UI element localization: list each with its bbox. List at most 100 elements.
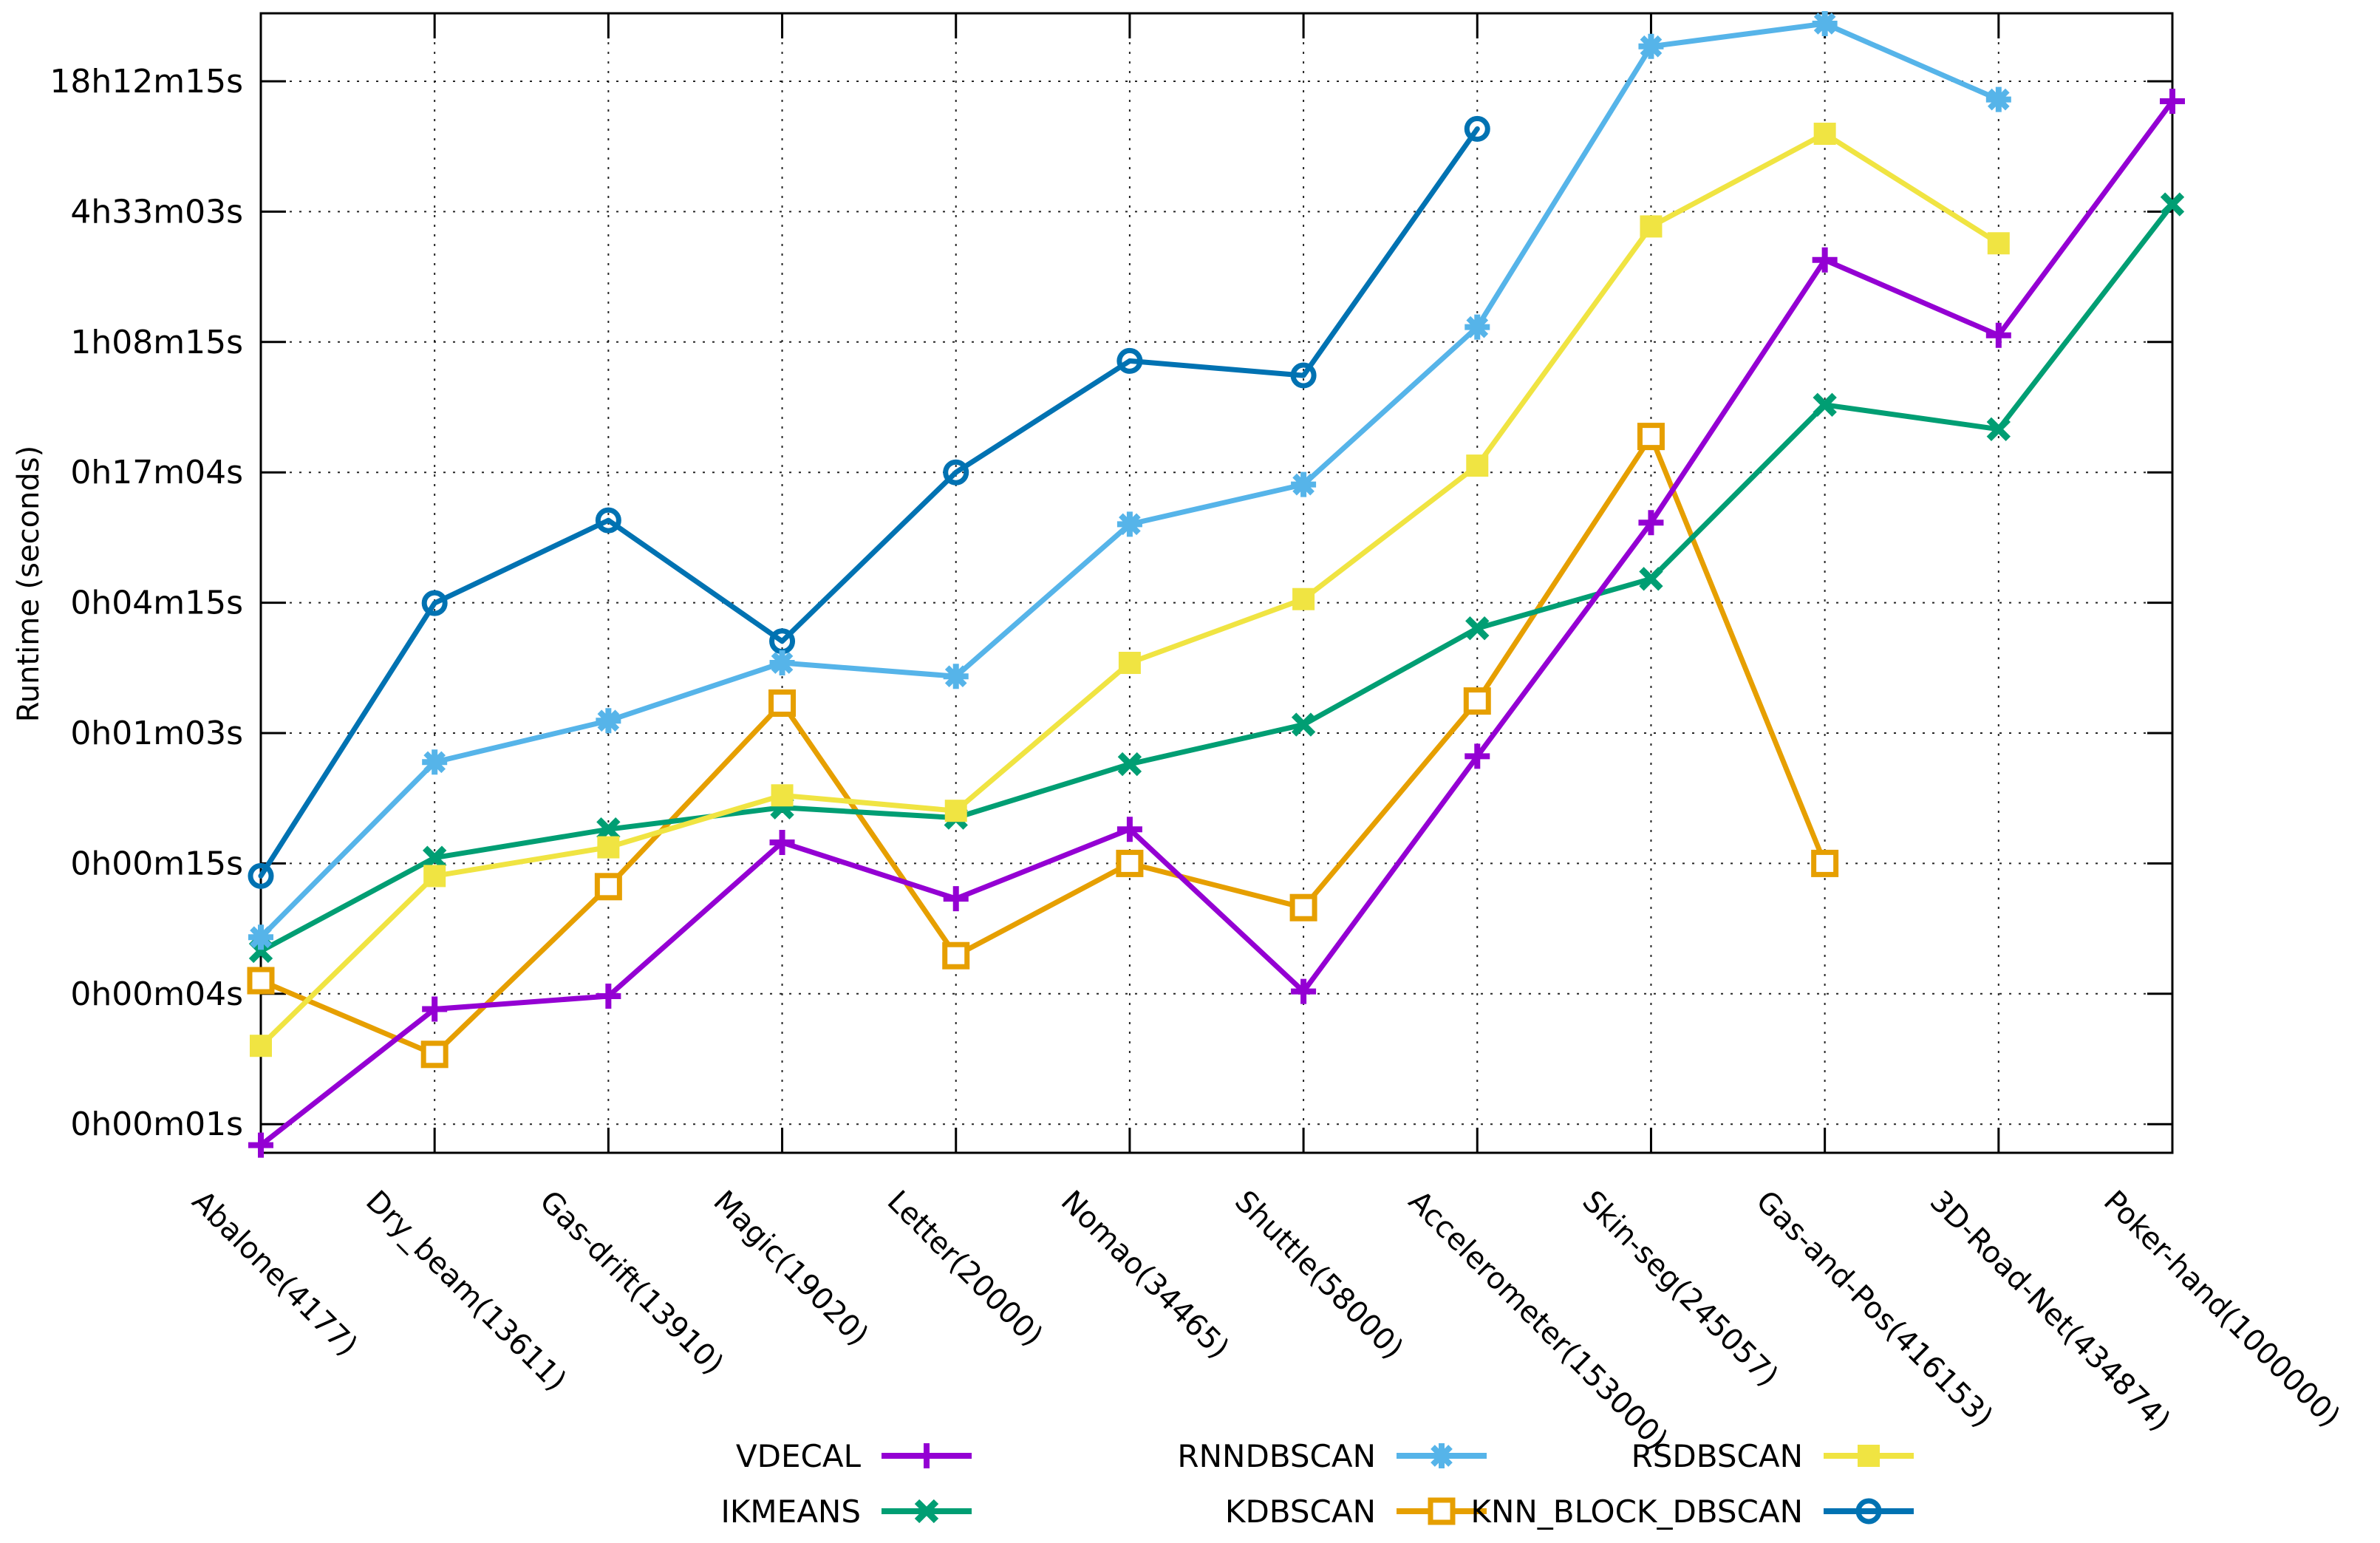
series-marker-vdecal-shape (248, 1132, 273, 1158)
series-marker-rsdbscan (1292, 587, 1315, 610)
series-marker-rnndbscan-shape (1638, 33, 1664, 59)
series-marker-ikmeans-shape (2160, 192, 2185, 217)
series-marker-rnndbscan-shape (1812, 10, 1838, 36)
series-marker-knn-block-dbscan-shape (1290, 362, 1317, 389)
series-marker-kdbscan (1811, 849, 1839, 877)
series-marker-knn-block-dbscan (1464, 115, 1490, 142)
y-tick-label: 0h00m01s (70, 1106, 243, 1143)
legend-label-knn-block-dbscan: KNN_BLOCK_DBSCAN (1470, 1493, 1803, 1530)
series-marker-kdbscan (1463, 687, 1491, 715)
series-marker-rnndbscan (1465, 314, 1490, 340)
series-marker-ikmeans-shape (1986, 417, 2011, 442)
series-marker-knn-block-dbscan-shape (248, 862, 274, 889)
legend-sample-marker-kdbscan (1428, 1497, 1456, 1525)
legend-sample-marker-kdbscan-shape (1428, 1497, 1456, 1525)
series-marker-rsdbscan-shape (1640, 215, 1663, 238)
series-marker-ikmeans-shape (596, 817, 621, 842)
x-tick-label: Letter(20000) (881, 1185, 1049, 1353)
legend-sample-marker-vdecal-shape (914, 1443, 939, 1468)
series-marker-rsdbscan (597, 836, 620, 859)
legend-sample-marker-knn-block-dbscan (1855, 1498, 1882, 1525)
series-marker-ikmeans-shape (423, 845, 447, 870)
series-marker-rnndbscan (769, 650, 795, 676)
series-marker-knn-block-dbscan (1116, 347, 1143, 374)
series-marker-ikmeans-shape (1639, 567, 1663, 591)
series-marker-rsdbscan (1118, 652, 1141, 675)
legend-item-knn-block-dbscan: KNN_BLOCK_DBSCAN (1470, 1493, 1914, 1530)
legend-item-rsdbscan: RSDBSCAN (1631, 1438, 1914, 1474)
series-line-kdbscan (258, 434, 1828, 1057)
series-marker-vdecal-shape (2160, 89, 2185, 115)
series-marker-rsdbscan-shape (250, 1035, 272, 1057)
series-marker-vdecal (1985, 322, 2011, 348)
series-marker-rnndbscan-shape (422, 749, 448, 775)
y-tick-label: 0h01m03s (70, 715, 243, 752)
series-marker-vdecal-shape (422, 996, 448, 1022)
series-marker-ikmeans (2160, 192, 2185, 217)
series-marker-kdbscan-shape (942, 941, 970, 970)
series-marker-rsdbscan-shape (423, 865, 446, 888)
series-marker-kdbscan (1637, 423, 1665, 451)
series-marker-ikmeans (1291, 712, 1316, 737)
series-marker-ikmeans (1813, 392, 1837, 417)
series-marker-ikmeans (1117, 752, 1142, 777)
legend-sample-marker-vdecal (914, 1443, 939, 1468)
legend-sample-marker-rsdbscan (1858, 1445, 1880, 1467)
series-marker-rsdbscan (944, 800, 967, 822)
series-marker-rnndbscan (1638, 33, 1664, 59)
x-tick-label: Nomao(34465) (1054, 1185, 1235, 1366)
series-marker-knn-block-dbscan-shape (1464, 115, 1490, 142)
series-marker-vdecal-shape (769, 830, 795, 856)
series-marker-vdecal-shape (1116, 817, 1142, 842)
series-marker-rsdbscan-shape (1813, 123, 1836, 146)
legend-label-rsdbscan: RSDBSCAN (1631, 1438, 1803, 1474)
series-marker-rsdbscan (771, 784, 794, 807)
series-marker-knn-block-dbscan-shape (421, 590, 448, 616)
series-marker-kdbscan-shape (768, 689, 797, 717)
series-marker-vdecal-shape (1465, 743, 1490, 769)
series-marker-rnndbscan (943, 664, 969, 689)
series-marker-kdbscan (1289, 893, 1317, 922)
legend-item-ikmeans: IKMEANS (720, 1493, 972, 1530)
series-marker-kdbscan-shape (1289, 893, 1317, 922)
series-marker-vdecal (596, 984, 621, 1009)
series-marker-rnndbscan (1291, 471, 1317, 497)
legend-sample-marker-rnndbscan-shape (1429, 1443, 1454, 1468)
legend-label-rnndbscan: RNNDBSCAN (1177, 1438, 1376, 1474)
series-marker-rsdbscan-shape (944, 800, 967, 822)
series-marker-rnndbscan-shape (1465, 314, 1490, 340)
y-tick-label: 0h00m04s (70, 975, 243, 1013)
series-line-rnndbscan (258, 21, 2002, 940)
legend-label-ikmeans: IKMEANS (720, 1493, 861, 1530)
legend-sample-marker-rsdbscan-shape (1858, 1445, 1880, 1467)
series-marker-ikmeans (423, 845, 447, 870)
series-marker-rsdbscan-shape (771, 784, 794, 807)
y-tick-label: 0h00m15s (70, 845, 243, 882)
series-marker-ikmeans-shape (1813, 392, 1837, 417)
series-marker-kdbscan (1116, 849, 1144, 877)
series-marker-kdbscan (420, 1040, 449, 1069)
series-marker-rnndbscan-shape (769, 650, 795, 676)
y-tick-label: 0h17m04s (70, 454, 243, 491)
x-tick-label: Gas-drift(13910) (533, 1185, 730, 1382)
series-marker-knn-block-dbscan (248, 862, 274, 889)
series-marker-vdecal (1116, 817, 1142, 842)
series-marker-rnndbscan-shape (943, 664, 969, 689)
series-marker-kdbscan-shape (594, 873, 622, 901)
y-tick-label: 4h33m03s (70, 193, 243, 231)
series-marker-vdecal-shape (596, 984, 621, 1009)
series-marker-kdbscan-shape (420, 1040, 449, 1069)
legend-sample-marker-ikmeans-shape (914, 1499, 939, 1524)
series-marker-rnndbscan-shape (1291, 471, 1317, 497)
series-marker-knn-block-dbscan-shape (943, 459, 969, 486)
series-marker-rnndbscan (1985, 86, 2011, 112)
series-marker-vdecal (248, 1132, 273, 1158)
legend-item-kdbscan: KDBSCAN (1225, 1493, 1487, 1530)
series-marker-vdecal (1638, 510, 1664, 536)
series-marker-knn-block-dbscan-shape (1116, 347, 1143, 374)
series-marker-rnndbscan (1116, 511, 1142, 537)
series-marker-rnndbscan-shape (596, 708, 621, 734)
series-marker-rnndbscan-shape (248, 924, 273, 950)
series-marker-vdecal-shape (1638, 510, 1664, 536)
